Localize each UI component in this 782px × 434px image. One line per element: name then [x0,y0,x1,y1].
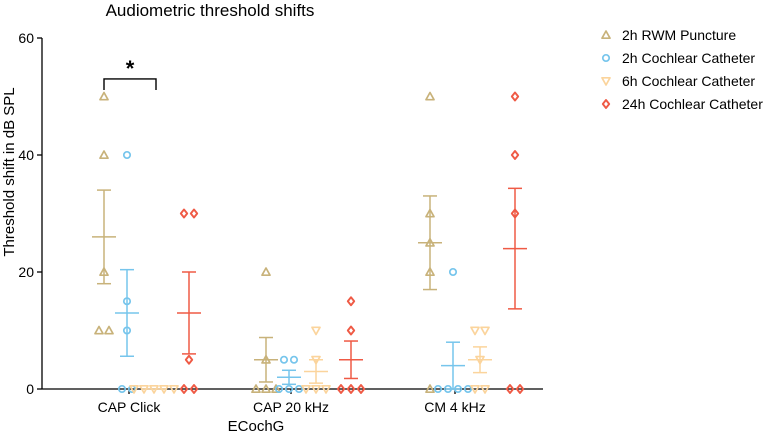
data-point [321,384,331,394]
data-point [448,267,458,277]
data-point [189,208,199,219]
data-point [311,326,321,336]
data-point [346,325,356,336]
data-point [433,384,443,394]
data-point [179,384,189,394]
data-point [271,384,281,394]
data-point [184,354,194,365]
plot-area: * [92,56,527,394]
data-point [294,384,304,394]
data-point [279,355,289,364]
data-point [510,91,520,102]
data-point [311,384,321,394]
data-point [505,384,515,394]
data-point [425,91,435,101]
data-point [480,384,490,394]
data-point [99,150,109,160]
data-point [94,325,104,335]
data-point [289,355,299,364]
data-point [129,384,139,394]
x-tick-label: CAP 20 kHz [253,399,329,415]
y-tick-label: 40 [18,147,34,163]
data-point [463,384,473,394]
legend-marker [601,53,611,63]
data-point [346,384,356,394]
x-axis-label: ECochG [228,418,285,434]
data-point [284,384,294,394]
data-point [261,267,271,277]
data-point [99,91,109,101]
data-point [189,384,199,394]
y-axis-label: Threshold shift in dB SPL [1,87,18,256]
x-tick-label: CAP Click [98,399,162,415]
data-point [346,296,356,307]
data-point [301,384,311,394]
y-tick-label: 20 [18,264,34,280]
y-tick-label: 0 [26,381,34,397]
data-point [515,384,525,394]
chart-title: Audiometric threshold shifts [106,1,315,20]
significance-label: * [126,56,135,81]
data-point [480,326,490,336]
data-point [470,326,480,336]
data-point [274,384,284,394]
x-tick-label: CM 4 kHz [424,399,485,415]
data-point [425,384,435,394]
legend-marker [601,99,611,109]
data-point [261,384,271,394]
significance-bracket [103,78,157,90]
data-point [117,384,127,394]
data-point [104,325,114,335]
data-point [356,384,366,394]
data-point [122,150,132,160]
data-point [251,384,261,394]
legend-marker [601,76,611,86]
legend: 2h RWM Puncture 2h Cochlear Catheter 6h Co… [601,27,763,112]
legend-marker [601,30,611,40]
data-point [470,384,480,394]
data-point [179,208,189,219]
data-point [169,384,179,394]
legend-label: 2h RWM Puncture [622,27,736,43]
legend-label: 24h Cochlear Catheter [622,96,763,112]
legend-label: 6h Cochlear Catheter [622,73,755,89]
data-point [336,384,346,394]
axes: 0 20 40 60 CAP Click CAP 20 kHz CM 4 kHz [18,30,543,415]
y-tick-label: 60 [18,30,34,46]
legend-label: 2h Cochlear Catheter [622,50,755,66]
data-point [510,150,520,160]
